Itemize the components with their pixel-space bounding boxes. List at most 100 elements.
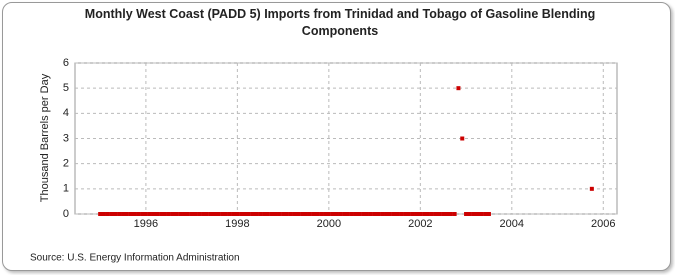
data-point xyxy=(323,212,328,216)
data-point xyxy=(303,212,308,216)
data-point xyxy=(98,212,103,216)
data-point xyxy=(151,212,156,216)
data-point xyxy=(197,212,202,216)
data-point xyxy=(201,212,206,216)
data-point xyxy=(406,212,411,216)
y-tick-label: 5 xyxy=(63,82,69,94)
data-point xyxy=(246,212,251,216)
data-point xyxy=(334,212,339,216)
data-point xyxy=(368,212,373,216)
data-point xyxy=(189,212,194,216)
data-point xyxy=(155,212,160,216)
data-point xyxy=(296,212,301,216)
data-point xyxy=(464,212,469,216)
data-point xyxy=(353,212,358,216)
data-point xyxy=(460,136,465,141)
data-point xyxy=(170,212,175,216)
data-point xyxy=(277,212,282,216)
data-point xyxy=(193,212,198,216)
data-point xyxy=(391,212,396,216)
data-point xyxy=(452,212,457,216)
data-point xyxy=(387,212,392,216)
data-point xyxy=(589,186,594,191)
data-point xyxy=(113,212,118,216)
x-tick-label: 1998 xyxy=(225,218,249,230)
data-point xyxy=(330,212,335,216)
data-point xyxy=(281,212,286,216)
data-point xyxy=(185,212,190,216)
data-point xyxy=(124,212,129,216)
y-tick-label: 3 xyxy=(63,132,69,144)
data-point xyxy=(399,212,404,216)
data-point xyxy=(258,212,263,216)
x-tick-label: 2004 xyxy=(500,218,524,230)
data-point xyxy=(117,212,122,216)
data-point xyxy=(364,212,369,216)
x-tick-label: 2006 xyxy=(591,218,615,230)
y-tick-label: 2 xyxy=(63,158,69,170)
data-point xyxy=(315,212,320,216)
data-point xyxy=(216,212,221,216)
data-point xyxy=(288,212,293,216)
data-point xyxy=(326,212,331,216)
data-point xyxy=(121,212,126,216)
data-point xyxy=(231,212,236,216)
data-point xyxy=(467,212,472,216)
data-point xyxy=(376,212,381,216)
y-tick-label: 6 xyxy=(63,57,69,69)
data-point xyxy=(273,212,278,216)
data-point xyxy=(433,212,438,216)
data-point xyxy=(479,212,484,216)
x-tick-label: 2000 xyxy=(317,218,341,230)
data-point xyxy=(357,212,362,216)
data-point xyxy=(448,212,453,216)
data-point xyxy=(159,212,164,216)
data-point xyxy=(345,212,350,216)
data-point xyxy=(441,212,446,216)
y-tick-label: 0 xyxy=(63,208,69,220)
data-point xyxy=(445,212,450,216)
data-point xyxy=(140,212,145,216)
data-point xyxy=(162,212,167,216)
data-point xyxy=(284,212,289,216)
data-point xyxy=(269,212,274,216)
y-tick-label: 4 xyxy=(63,107,69,119)
data-point xyxy=(429,212,434,216)
data-point xyxy=(361,212,366,216)
data-point xyxy=(475,212,480,216)
data-point xyxy=(204,212,209,216)
data-point xyxy=(128,212,133,216)
source-note: Source: U.S. Energy Information Administ… xyxy=(30,253,240,264)
data-point xyxy=(349,212,354,216)
data-point xyxy=(242,212,247,216)
data-point xyxy=(136,212,141,216)
data-point xyxy=(471,212,476,216)
data-point xyxy=(182,212,187,216)
y-axis-label: Thousand Barrels per Day xyxy=(39,73,51,202)
data-point xyxy=(456,86,461,91)
data-point xyxy=(143,212,148,216)
data-point xyxy=(174,212,179,216)
data-point xyxy=(265,212,270,216)
data-point xyxy=(250,212,255,216)
data-point xyxy=(380,212,385,216)
data-point xyxy=(311,212,316,216)
data-point xyxy=(338,212,343,216)
data-point xyxy=(147,212,152,216)
data-point xyxy=(418,212,423,216)
data-point xyxy=(262,212,267,216)
data-point xyxy=(254,212,259,216)
data-point xyxy=(227,212,232,216)
x-tick-label: 2002 xyxy=(408,218,432,230)
data-point xyxy=(178,212,183,216)
data-point xyxy=(166,212,171,216)
y-tick-label: 1 xyxy=(63,183,69,195)
data-point xyxy=(437,212,442,216)
data-point xyxy=(223,212,228,216)
data-point xyxy=(342,212,347,216)
data-point xyxy=(212,212,217,216)
data-point xyxy=(422,212,427,216)
chart-title: Monthly West Coast (PADD 5) Imports from… xyxy=(84,7,596,38)
data-point xyxy=(425,212,430,216)
data-point xyxy=(132,212,137,216)
